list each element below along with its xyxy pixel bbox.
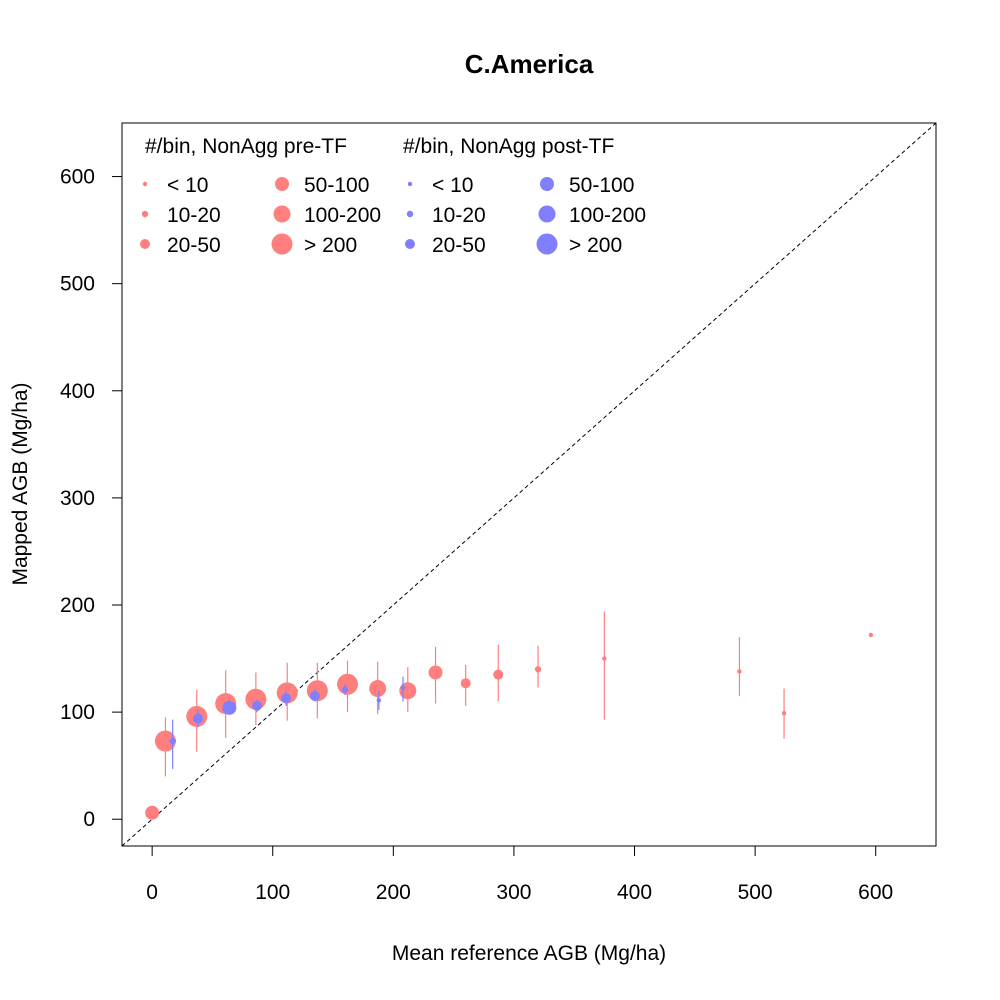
data-point [169, 737, 176, 745]
series-post-tf [169, 676, 406, 769]
legend-label: 50-100 [304, 174, 369, 197]
data-point [309, 691, 320, 702]
x-tick-label: 200 [376, 881, 411, 904]
legend-title: #/bin, NonAgg pre-TF [145, 135, 347, 158]
y-tick-label: 200 [60, 594, 95, 617]
series-layer [145, 611, 874, 820]
data-point [222, 700, 237, 715]
legend-marker [405, 239, 415, 249]
data-point [428, 665, 443, 680]
y-axis: 0 100 200 300 400 500 600 [60, 166, 123, 831]
legend-label: 20-50 [167, 234, 221, 257]
reference-line-1-to-1 [121, 122, 937, 847]
chart-title: C.America [465, 49, 594, 79]
y-tick-label: 0 [83, 808, 95, 831]
legend-marker [406, 210, 414, 218]
data-point [341, 686, 349, 693]
reference-line-layer [121, 122, 937, 847]
legend-marker [536, 233, 558, 255]
x-tick-label: 400 [617, 881, 652, 904]
legend-marker [271, 233, 293, 255]
data-point [400, 685, 406, 690]
x-tick-label: 0 [146, 881, 158, 904]
data-point [252, 700, 263, 711]
legend-label: > 200 [569, 234, 622, 257]
data-point [281, 693, 292, 704]
data-point [369, 680, 387, 698]
data-point [781, 710, 787, 716]
data-point [154, 730, 176, 752]
legend-marker [140, 239, 150, 249]
y-tick-label: 300 [60, 487, 95, 510]
legend-marker [273, 205, 291, 223]
y-tick-label: 100 [60, 701, 95, 724]
data-point [868, 632, 874, 638]
data-point [493, 669, 504, 680]
x-tick-label: 100 [255, 881, 290, 904]
legend-marker [538, 205, 556, 223]
data-point [534, 666, 542, 673]
legend-label: 50-100 [569, 174, 634, 197]
data-point [376, 698, 382, 703]
legend-label: > 200 [304, 234, 357, 257]
legend-title: #/bin, NonAgg post-TF [403, 135, 614, 158]
data-point [602, 656, 607, 661]
legend-marker [540, 177, 554, 191]
legend: #/bin, NonAgg pre-TF < 10 10-20 20-50 50-100… [140, 135, 646, 257]
series-pre-tf [145, 611, 874, 820]
data-point [145, 805, 160, 820]
legend-label: 100-200 [304, 204, 381, 227]
y-tick-label: 500 [60, 273, 95, 296]
data-point [192, 713, 203, 724]
legend-label: < 10 [432, 174, 473, 197]
x-tick-label: 500 [738, 881, 773, 904]
legend-label: 100-200 [569, 204, 646, 227]
y-tick-label: 600 [60, 166, 95, 189]
legend-marker [141, 210, 149, 218]
data-point [737, 669, 742, 674]
x-axis-label: Mean reference AGB (Mg/ha) [392, 942, 666, 965]
y-tick-label: 400 [60, 380, 95, 403]
x-tick-label: 300 [496, 881, 531, 904]
legend-marker [275, 177, 289, 191]
x-axis: 0 100 200 300 400 500 600 [146, 845, 893, 904]
legend-label: 10-20 [167, 204, 221, 227]
y-axis-label: Mapped AGB (Mg/ha) [9, 382, 32, 585]
legend-label: 20-50 [432, 234, 486, 257]
legend-label: < 10 [167, 174, 208, 197]
legend-marker [407, 181, 413, 187]
legend-marker [142, 181, 148, 187]
data-point [460, 678, 471, 689]
legend-label: 10-20 [432, 204, 486, 227]
data-point [399, 682, 417, 700]
x-tick-label: 600 [858, 881, 893, 904]
